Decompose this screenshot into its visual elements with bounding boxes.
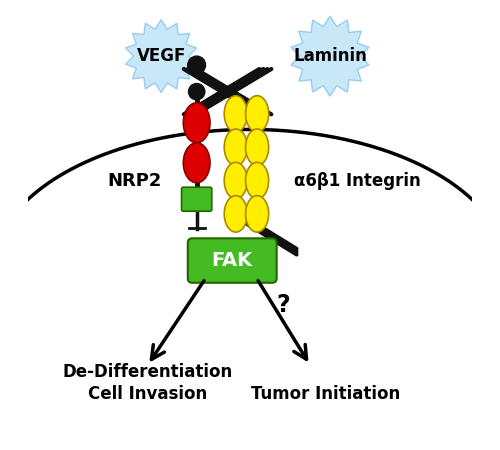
FancyBboxPatch shape <box>182 187 212 211</box>
Ellipse shape <box>184 143 210 183</box>
Text: De-Differentiation
Cell Invasion: De-Differentiation Cell Invasion <box>62 363 233 403</box>
Polygon shape <box>126 20 196 93</box>
Ellipse shape <box>224 196 248 232</box>
Circle shape <box>188 84 205 100</box>
Text: NRP2: NRP2 <box>108 171 162 189</box>
Ellipse shape <box>224 129 248 166</box>
Circle shape <box>188 56 206 74</box>
Text: FAK: FAK <box>212 251 253 270</box>
Text: α6β1 Integrin: α6β1 Integrin <box>294 171 421 189</box>
Ellipse shape <box>246 96 268 132</box>
Ellipse shape <box>246 129 268 166</box>
Text: Tumor Initiation: Tumor Initiation <box>251 385 400 403</box>
Polygon shape <box>291 16 369 96</box>
FancyBboxPatch shape <box>188 238 276 283</box>
Ellipse shape <box>246 196 268 232</box>
Ellipse shape <box>246 162 268 199</box>
Text: Laminin: Laminin <box>293 47 367 65</box>
Ellipse shape <box>224 96 248 132</box>
Ellipse shape <box>224 162 248 199</box>
Text: VEGF: VEGF <box>136 47 186 65</box>
Ellipse shape <box>184 103 210 143</box>
Text: ?: ? <box>276 293 290 317</box>
